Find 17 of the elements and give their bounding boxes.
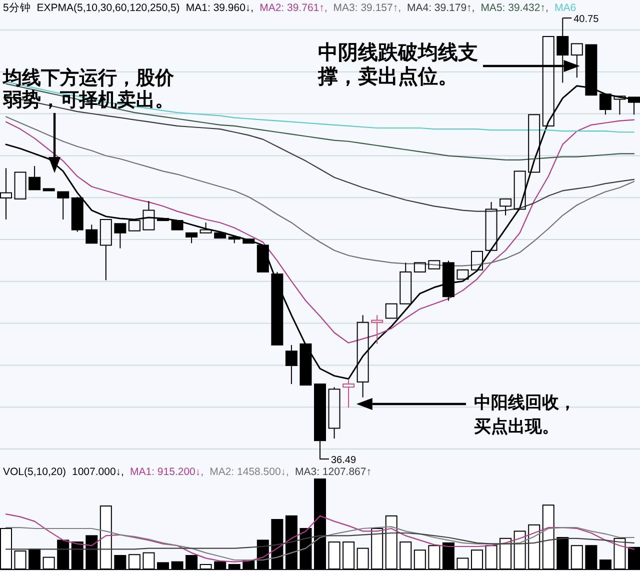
- title: 5分钟: [3, 2, 31, 14]
- legend-title: VOL(5,10,20): [3, 466, 66, 478]
- legend: MA6: [554, 2, 576, 14]
- legend: MA3: 39.157↑,: [333, 2, 402, 14]
- annotation: 中阳线回收，买点出现。: [474, 393, 576, 436]
- annotation: 36.49: [331, 455, 356, 466]
- legend: MA5: 39.432↑,: [480, 2, 548, 14]
- legend: 1007.000↓,: [72, 466, 124, 478]
- legend: MA1: 915.200↓,: [130, 466, 204, 478]
- legend: MA3: 1207.867↑: [295, 466, 372, 478]
- legend: MA2: 39.761↑,: [260, 2, 328, 14]
- legend: MA2: 1458.500↓,: [210, 466, 289, 478]
- annotation: 40.75: [574, 14, 600, 25]
- legend: MA1: 39.960↓,: [186, 2, 254, 14]
- legend-title: EXPMA(5,10,30,60,120,250,5): [36, 2, 180, 14]
- legend: MA4: 39.179↑,: [407, 2, 475, 14]
- annotation: 中阴线跌破均线支撑，卖出点位。: [317, 42, 478, 88]
